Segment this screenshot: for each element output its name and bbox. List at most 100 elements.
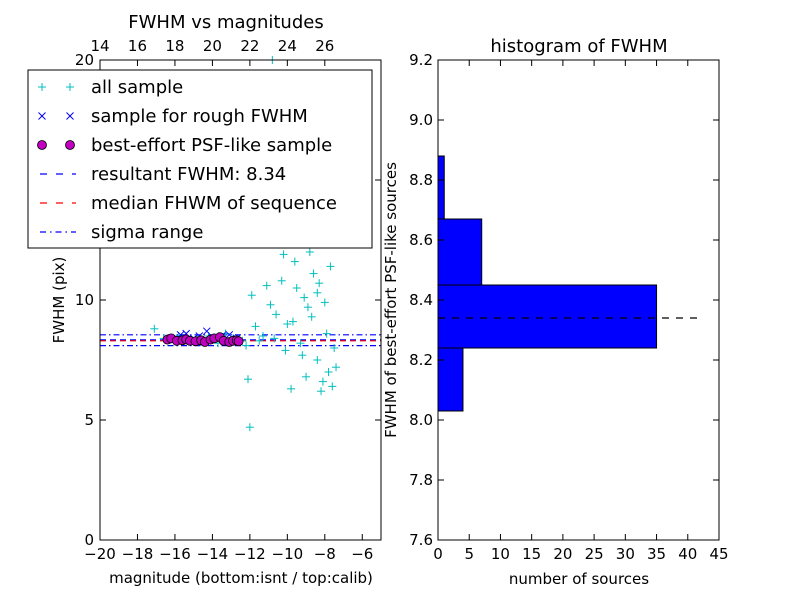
all-sample-point-46 <box>328 382 337 391</box>
all-sample-point-24 <box>281 346 290 355</box>
scatter-x-ticks: −20 −18 −16 −14 −12 −10 −8 −6 <box>84 534 373 563</box>
histogram-y-tick-label-3: 8.0 <box>409 411 433 429</box>
scatter-x-axis-label: magnitude (bottom:isnt / top:calib) <box>109 569 373 587</box>
best-effort-psf-like-sample-point-17 <box>233 336 244 347</box>
sample-for-rough-fwhm-point-6-b <box>202 327 211 336</box>
legend-label-5: median FHWM of sequence <box>91 193 337 214</box>
all-sample-point-57 <box>283 320 292 328</box>
scatter-top-tick-label-4: 20 <box>203 37 222 55</box>
legend-entry-5: median FHWM of sequence <box>40 193 337 214</box>
series-best-effort-psf-like-sample <box>162 332 244 347</box>
scatter-x-tick-label-2: −18 <box>122 545 154 563</box>
scatter-y-tick-label-1: 0 <box>84 531 94 549</box>
all-sample-point-11 <box>242 341 251 350</box>
histogram-panel: 0 5 10 15 20 25 30 35 40 45 7.6 7.8 8.0 8.2 8.4 8.6 8.8… <box>382 36 729 588</box>
all-sample-point-31 <box>300 293 309 302</box>
all-sample-point-20 <box>270 334 279 343</box>
histogram-y-tick-label-5: 8.4 <box>409 291 433 309</box>
legend-box <box>27 69 373 249</box>
all-sample-point-1 <box>150 324 159 333</box>
all-sample-point-27 <box>290 257 299 266</box>
histogram-bars <box>437 155 658 412</box>
all-sample-point-48 <box>332 363 341 372</box>
histogram-y-axis-label: FWHM of best-effort PSF-like sources <box>382 162 400 438</box>
legend-circle-icon-b <box>65 140 75 150</box>
legend-label-3: best-effort PSF-like sample <box>91 135 332 156</box>
all-sample-point-22 <box>277 276 286 285</box>
histogram-y-tick-label-2: 7.8 <box>409 471 433 489</box>
legend-entry-6: sigma range <box>40 222 203 243</box>
all-sample-point-29 <box>296 339 305 348</box>
scatter-title: FWHM vs magnitudes <box>128 12 323 33</box>
sample-for-rough-fwhm-point-9-b <box>225 330 234 339</box>
all-sample-point-12 <box>243 375 252 384</box>
histogram-x-tick-label-2: 5 <box>464 545 474 563</box>
histogram-y-tick-label-4: 8.2 <box>409 351 433 369</box>
histogram-y-ticks: 7.6 7.8 8.0 8.2 8.4 8.6 8.8 9.0 9.2 <box>409 51 719 549</box>
all-sample-point-43 <box>322 329 331 338</box>
scatter-top-tick-label-7: 26 <box>315 37 334 55</box>
all-sample-point-41 <box>318 377 327 386</box>
legend-label-2: sample for rough FWHM <box>91 106 308 127</box>
legend-plus-icon-b <box>66 83 74 91</box>
scatter-x-tick-label-6: −10 <box>272 545 304 563</box>
legend-x-icon-a <box>38 112 46 120</box>
scatter-top-tick-label-3: 18 <box>165 37 184 55</box>
all-sample-point-44 <box>324 368 333 376</box>
scatter-y-tick-label-5: 20 <box>75 51 94 69</box>
scatter-top-ticks: 14 16 18 20 22 24 26 <box>90 37 334 66</box>
legend-circle-icon-a <box>37 140 47 150</box>
all-sample-point-21 <box>272 310 281 319</box>
all-sample-point-23 <box>279 250 288 259</box>
legend-x-icon-a-b <box>38 112 46 120</box>
legend-label-4: resultant FWHM: 8.34 <box>91 164 286 185</box>
histogram-x-tick-label-5: 20 <box>553 545 572 563</box>
scatter-points <box>150 56 341 432</box>
legend-entries: all sample sample for rough FWHM best-effo… <box>37 77 337 243</box>
legend-x-icon-b <box>66 112 74 120</box>
scatter-top-tick-label-1: 14 <box>90 37 109 55</box>
histogram-x-tick-label-1: 0 <box>433 545 443 563</box>
histogram-x-tick-label-6: 25 <box>585 545 604 563</box>
all-sample-point-38 <box>313 356 322 364</box>
all-sample-point-47 <box>330 344 339 352</box>
all-sample-point-13 <box>245 423 254 432</box>
histogram-y-tick-label-7: 8.8 <box>409 171 433 189</box>
histogram-x-tick-label-4: 15 <box>522 545 541 563</box>
legend-entry-4: resultant FWHM: 8.34 <box>40 164 286 185</box>
legend-entry-2: sample for rough FWHM <box>38 106 308 127</box>
all-sample-point-59 <box>313 288 322 297</box>
all-sample-point-17 <box>258 332 267 340</box>
all-sample-point-26 <box>288 317 297 326</box>
histogram-y-tick-label-9: 9.2 <box>409 51 433 69</box>
histogram-bar-1 <box>437 347 464 412</box>
histogram-x-ticks: 0 5 10 15 20 25 30 35 40 45 <box>433 60 729 563</box>
all-sample-point-56 <box>292 284 301 292</box>
all-sample-point-14 <box>247 291 256 300</box>
legend-label-1: all sample <box>91 77 183 98</box>
histogram-bar-3 <box>437 218 483 286</box>
histogram-y-tick-label-8: 9.0 <box>409 111 433 129</box>
histogram-x-tick-label-8: 35 <box>647 545 666 563</box>
all-sample-point-16 <box>255 336 264 345</box>
all-sample-point-18 <box>262 281 271 290</box>
histogram-x-tick-label-9: 40 <box>678 545 697 563</box>
all-sample-point-54 <box>317 387 326 396</box>
histogram-y-tick-label-1: 7.6 <box>409 531 433 549</box>
legend-plus-icon-a <box>38 83 46 91</box>
histogram-x-tick-label-3: 10 <box>491 545 510 563</box>
all-sample-point-58 <box>303 303 312 312</box>
all-sample-point-19 <box>266 300 275 309</box>
all-sample-point-42 <box>320 298 329 307</box>
all-sample-point-35 <box>307 312 316 321</box>
histogram-title: histogram of FWHM <box>490 36 667 57</box>
scatter-y-tick-label-2: 5 <box>84 411 94 429</box>
all-sample-point-32 <box>302 372 311 381</box>
sample-for-rough-fwhm-point-6 <box>202 327 211 336</box>
legend-label-6: sigma range <box>91 222 203 243</box>
all-sample-point-39 <box>315 279 324 288</box>
histogram-x-axis-label: number of sources <box>509 570 649 588</box>
